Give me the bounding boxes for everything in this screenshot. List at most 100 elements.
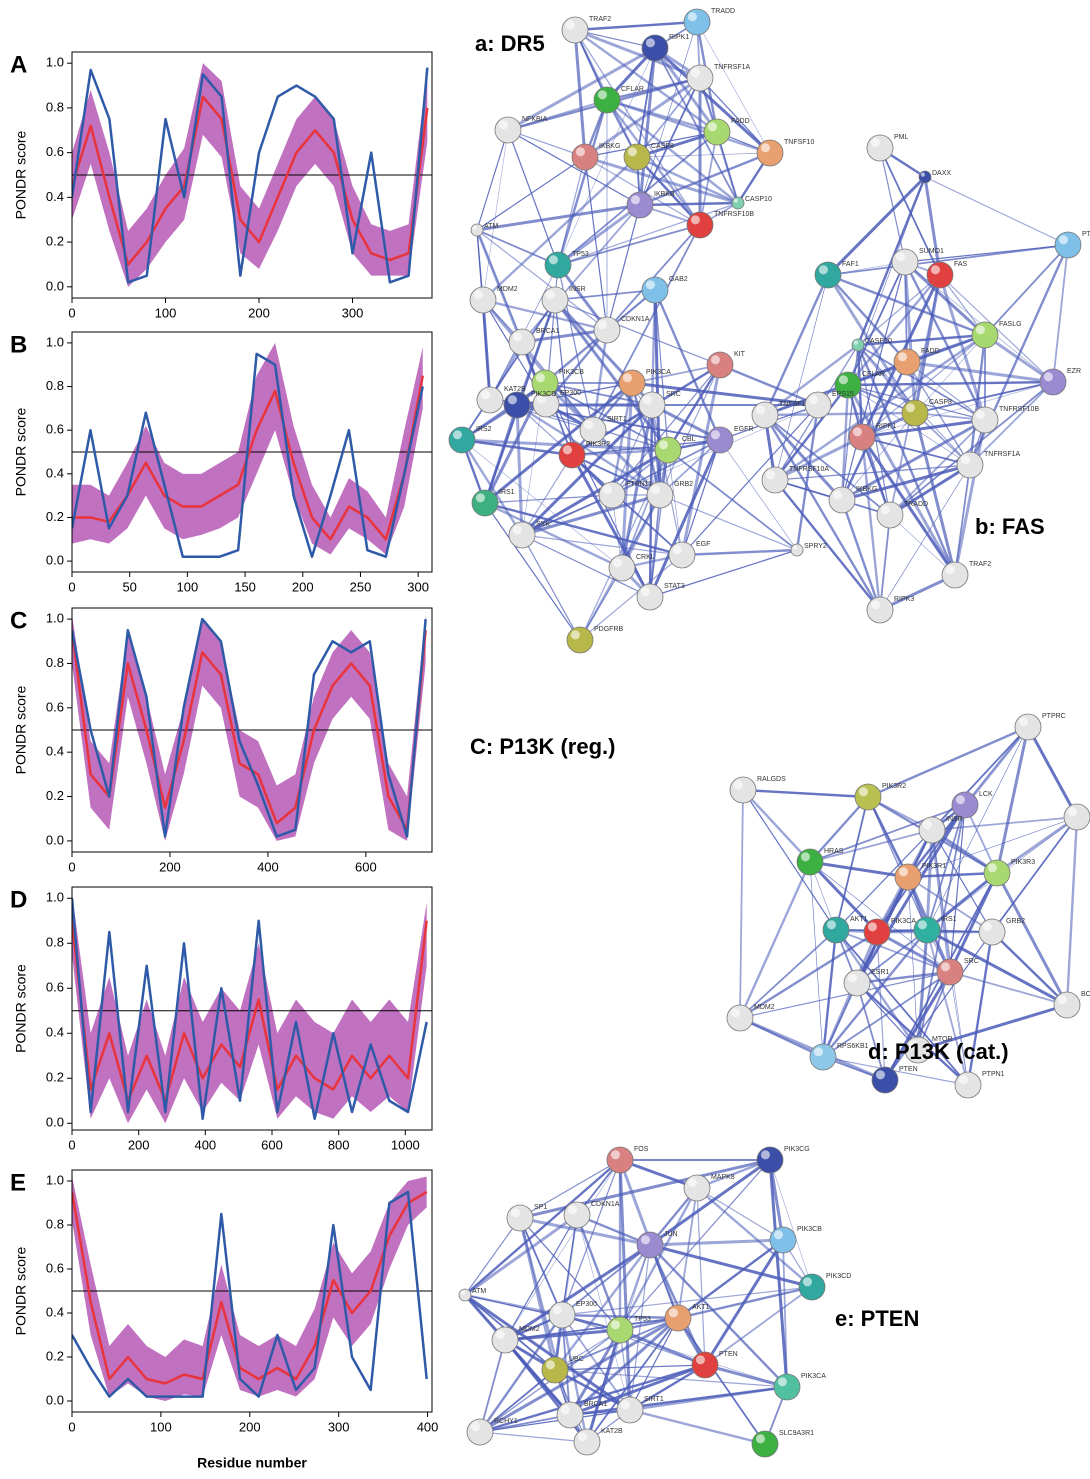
node-label: CDKN1A xyxy=(591,1201,620,1208)
node-highlight xyxy=(854,341,858,345)
y-tick-label: 0.4 xyxy=(46,189,64,204)
x-tick-label: 200 xyxy=(248,305,270,320)
y-tick-label: 0.0 xyxy=(46,1392,64,1407)
node-label: PTEN xyxy=(719,1351,738,1358)
node-highlight xyxy=(876,1070,885,1079)
edge xyxy=(485,495,612,503)
node-highlight xyxy=(711,355,720,364)
node-label: IKBKB xyxy=(654,191,675,198)
node-label: PTEN xyxy=(899,1066,918,1073)
node-label: CFLAR xyxy=(621,86,644,93)
node xyxy=(599,482,625,508)
edge xyxy=(997,727,1028,873)
node xyxy=(1055,232,1081,258)
x-tick-label: 600 xyxy=(355,859,377,874)
node-highlight xyxy=(508,395,517,404)
x-tick-label: 50 xyxy=(122,579,136,594)
node-label: AKT1 xyxy=(692,1304,710,1311)
node-label: EZR xyxy=(1067,368,1081,375)
y-tick-label: 0.4 xyxy=(46,465,64,480)
y-tick-label: 0.4 xyxy=(46,1304,64,1319)
node xyxy=(642,35,668,61)
node-label: IRS1 xyxy=(499,489,515,496)
node-highlight xyxy=(976,410,985,419)
node xyxy=(762,467,788,493)
node-highlight xyxy=(983,922,992,931)
node-label: AKT1 xyxy=(850,916,868,923)
node xyxy=(594,317,620,343)
node-label: SIRT1 xyxy=(644,1396,664,1403)
node-highlight xyxy=(623,373,632,382)
node xyxy=(492,1327,518,1353)
edge xyxy=(483,300,490,400)
node xyxy=(559,442,585,468)
node xyxy=(919,171,931,183)
node-label: MDM2 xyxy=(497,286,518,293)
y-axis-label: PONDR score xyxy=(13,685,29,774)
node xyxy=(815,262,841,288)
node-label: EP300 xyxy=(560,390,581,397)
node-highlight xyxy=(819,265,828,274)
node-label: BCAR1 xyxy=(1081,991,1090,998)
node xyxy=(823,917,849,943)
edge xyxy=(955,465,970,575)
y-axis-label: PONDR score xyxy=(13,407,29,496)
node-highlight xyxy=(959,1075,968,1084)
node-highlight xyxy=(568,1205,577,1214)
edge xyxy=(1053,245,1068,382)
node-highlight xyxy=(688,1178,697,1187)
node xyxy=(892,249,918,275)
y-tick-label: 0.6 xyxy=(46,144,64,159)
y-tick-label: 0.0 xyxy=(46,553,64,568)
node xyxy=(549,1302,575,1328)
network-title: b: FAS xyxy=(975,514,1045,539)
node-highlight xyxy=(474,290,483,299)
node-highlight xyxy=(1044,372,1053,381)
edge xyxy=(483,157,637,300)
node xyxy=(902,400,928,426)
node-highlight xyxy=(481,390,490,399)
x-axis-label: Residue number xyxy=(197,1455,307,1471)
y-tick-label: 0.2 xyxy=(46,1070,64,1085)
edge xyxy=(522,495,612,535)
node xyxy=(495,117,521,143)
node xyxy=(655,437,681,463)
node xyxy=(972,407,998,433)
node-label: RIPK1 xyxy=(876,423,896,430)
y-tick-label: 0.6 xyxy=(46,699,64,714)
x-tick-label: 400 xyxy=(257,859,279,874)
node-label: MAPK8 xyxy=(711,1174,735,1181)
node-highlight xyxy=(756,1434,765,1443)
node xyxy=(914,917,940,943)
node xyxy=(894,349,920,375)
node-highlight xyxy=(756,405,765,414)
y-tick-label: 1.0 xyxy=(46,55,64,70)
node-highlight xyxy=(814,1047,823,1056)
plot-area xyxy=(72,615,432,841)
node-label: TRADD xyxy=(711,8,735,15)
node xyxy=(844,970,870,996)
node-label: PTPRC xyxy=(1042,713,1066,720)
node xyxy=(877,502,903,528)
node-label: INSR xyxy=(569,286,586,293)
node xyxy=(470,287,496,313)
node xyxy=(545,252,571,278)
node-label: KIT xyxy=(734,351,746,358)
edge xyxy=(575,22,697,30)
node xyxy=(580,417,606,443)
edge xyxy=(720,440,797,550)
x-tick-label: 0 xyxy=(68,859,75,874)
node-highlight xyxy=(673,545,682,554)
node-highlight xyxy=(734,199,738,203)
edge xyxy=(836,797,868,930)
node-label: LCK xyxy=(979,791,993,798)
node xyxy=(972,322,998,348)
node xyxy=(692,1352,718,1378)
node-label: JUN xyxy=(664,1231,678,1238)
node xyxy=(1054,992,1080,1018)
network-title: d: P13K (cat.) xyxy=(868,1039,1009,1064)
node-label: TRAF2 xyxy=(969,561,991,568)
node xyxy=(849,424,875,450)
node-highlight xyxy=(688,12,697,21)
node-label: BRCA1 xyxy=(536,328,559,335)
